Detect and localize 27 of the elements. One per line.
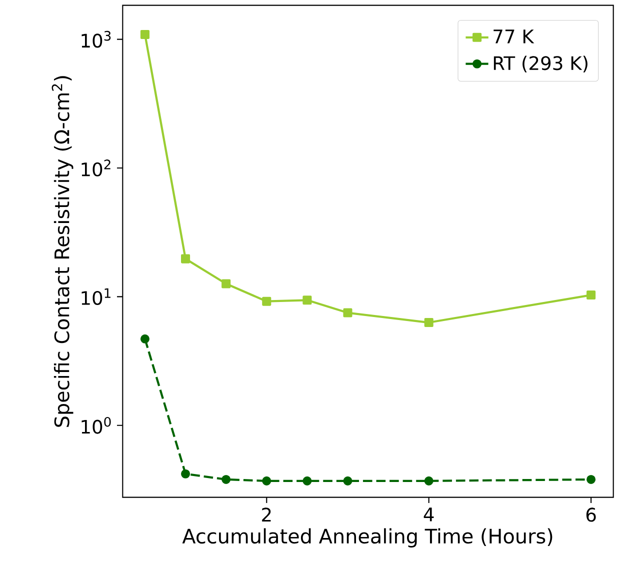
point: [302, 476, 312, 486]
point: [222, 474, 231, 484]
x-tick-label: 2: [262, 508, 271, 522]
point: [302, 296, 312, 305]
point: [262, 476, 272, 486]
y-tick-label: 10$^{2}$: [82, 160, 110, 176]
point: [222, 279, 231, 288]
point: [343, 476, 352, 486]
point: [181, 469, 190, 478]
y-tick-label: 10$^{3}$: [82, 30, 111, 48]
legend-label: 77 K: [494, 30, 534, 44]
y-tick-label: 10$^{1}$: [82, 288, 110, 306]
point: [424, 318, 434, 328]
point: [140, 334, 150, 344]
y-axis-title: Specific Contact Resistivity (Ω-cm$^{2}$): [52, 76, 74, 427]
point: [140, 30, 150, 39]
point: [586, 474, 596, 484]
point: [424, 476, 434, 486]
legend-label: RT (293 K): [494, 56, 588, 72]
x-tick-label: 6: [586, 508, 596, 522]
x-axis-title: Accumulated Annealing Time (Hours): [182, 528, 552, 548]
y-tick-label: 10$^{0}$: [82, 416, 111, 434]
x-tick-label: 4: [424, 508, 434, 522]
point: [181, 254, 190, 264]
point: [586, 290, 596, 300]
point: [343, 308, 352, 318]
point: [262, 296, 272, 306]
